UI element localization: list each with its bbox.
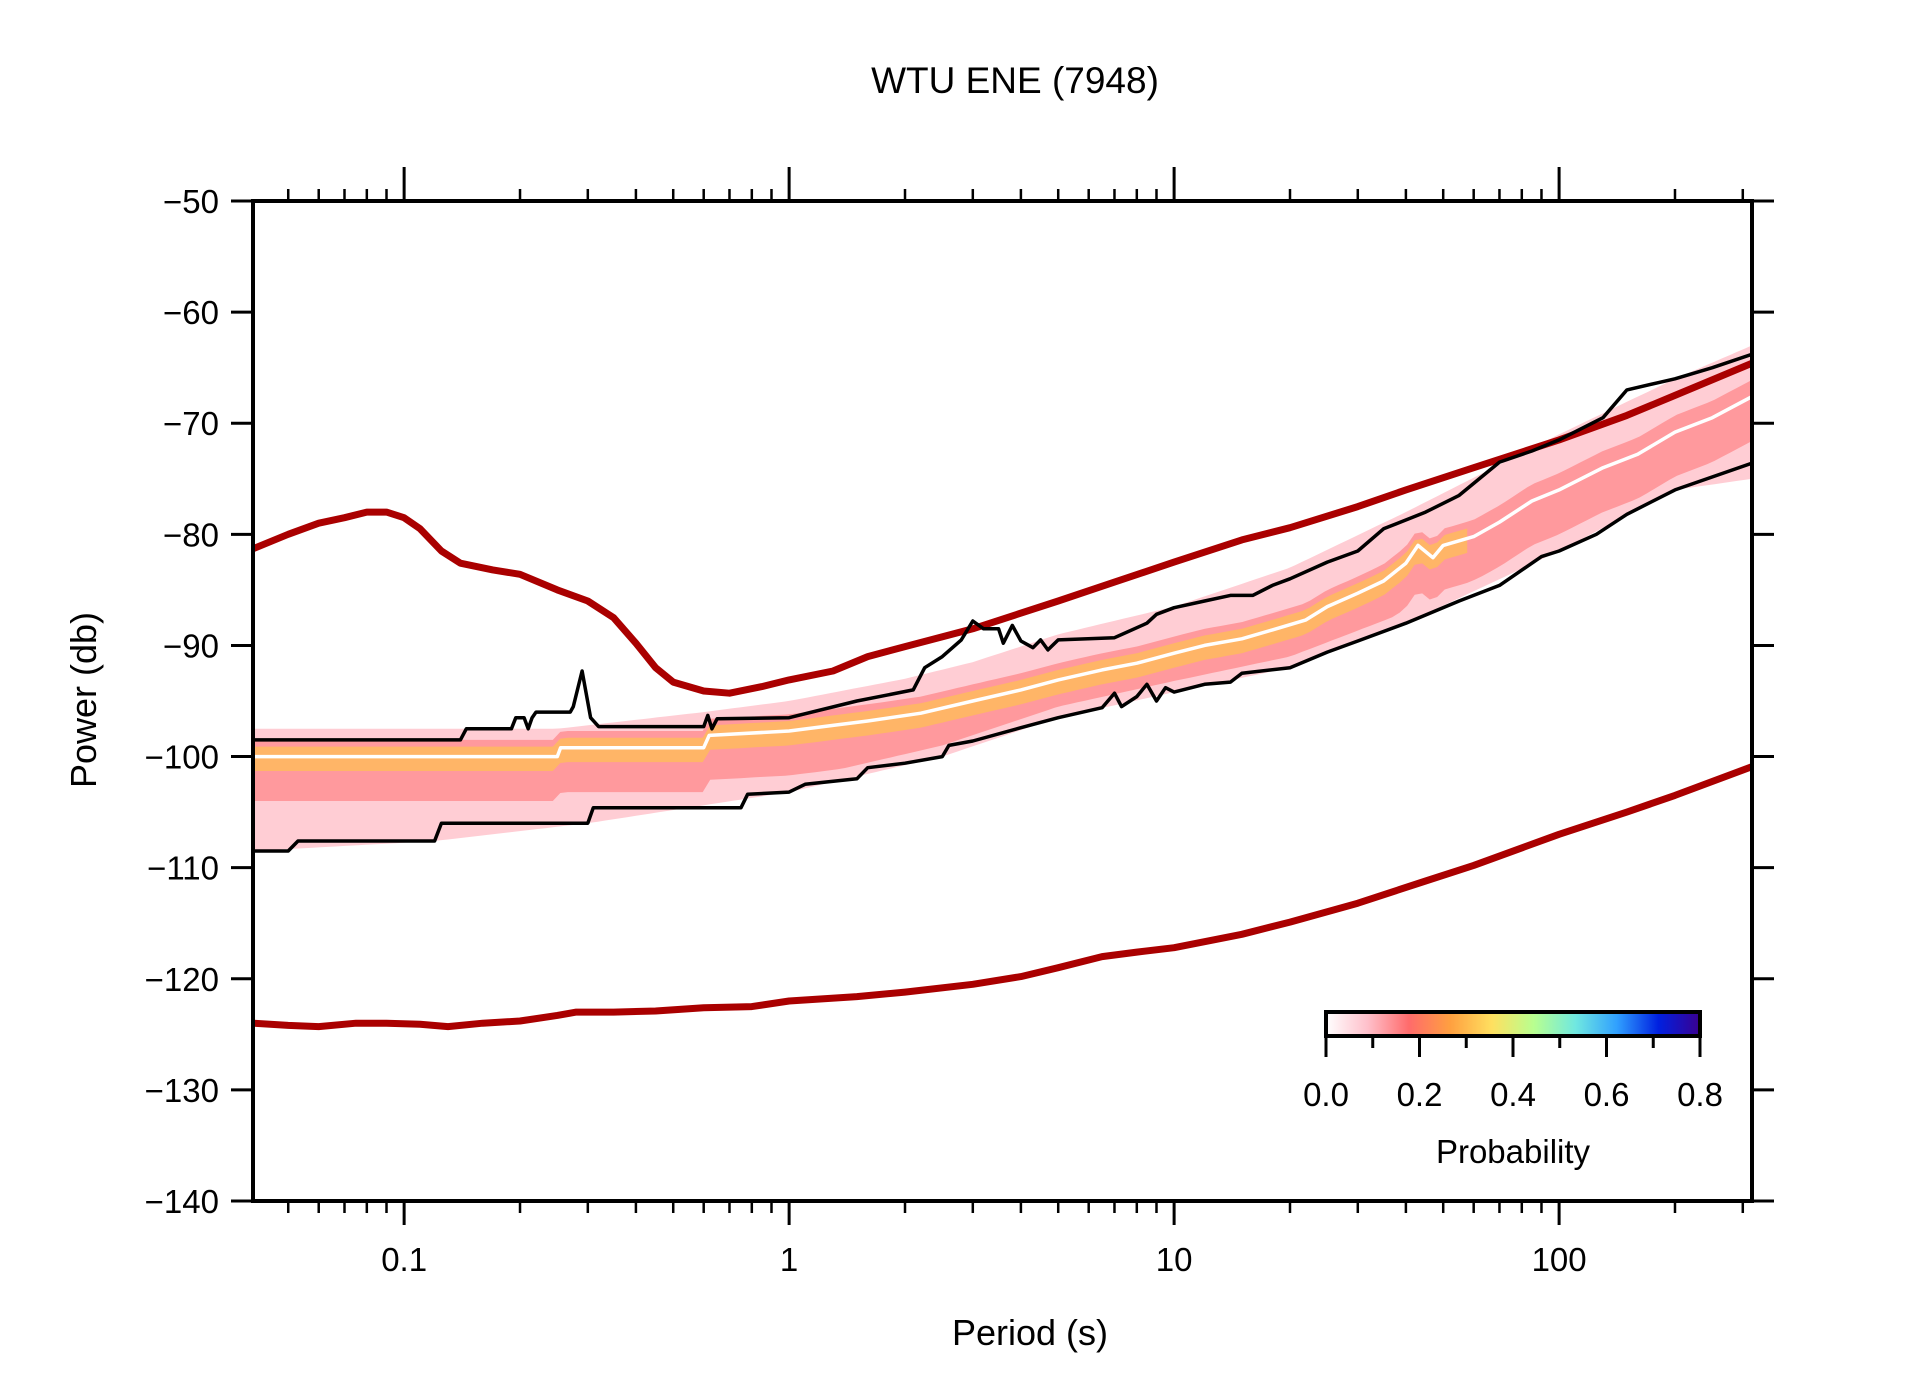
y-tick-label: −110 [147,850,219,887]
series-line-upper-percentile [253,352,1752,742]
y-tick-label: −80 [163,516,219,553]
y-tick-label: −130 [145,1072,219,1109]
y-axis-label: Power (db) [63,612,104,788]
y-tick-label: −100 [145,739,219,776]
series-line-lower-percentile [253,461,1752,853]
colorbar-tick-label: 0.4 [1490,1076,1536,1113]
colorbar: 0.0 0.2 0.4 0.6 0.8 Probability [1303,1010,1723,1170]
x-tick-label: 10 [1156,1241,1193,1278]
y-tick-label: −60 [163,294,219,331]
x-tick-label: 0.1 [381,1241,427,1278]
pdf-band [253,345,1752,851]
x-axis-label: Period (s) [952,1312,1108,1353]
y-tick-label: −50 [163,183,219,220]
chart-title: WTU ENE (7948) [871,60,1159,101]
y-tick-label: −90 [163,627,219,664]
colorbar-label: Probability [1436,1133,1591,1170]
y-tick-label: −70 [163,405,219,442]
series-line-median-mode-psd [253,395,1752,759]
colorbar-tick-label: 0.0 [1303,1076,1349,1113]
series-line-nlnm-low-noise-model [253,763,1752,1031]
x-tick-label: 100 [1532,1241,1587,1278]
colorbar-tick-label: 0.6 [1584,1076,1630,1113]
colorbar-tick-label: 0.2 [1397,1076,1443,1113]
colorbar-gradient [1324,1010,1702,1038]
x-tick-label: 1 [780,1241,798,1278]
plot-frame [251,199,1754,1203]
y-tick-label: −120 [145,961,219,998]
y-tick-label: −140 [145,1183,219,1220]
plot-area [253,345,1752,1031]
colorbar-tick-label: 0.8 [1677,1076,1723,1113]
series-line-nhnm-high-noise-model [253,359,1752,697]
